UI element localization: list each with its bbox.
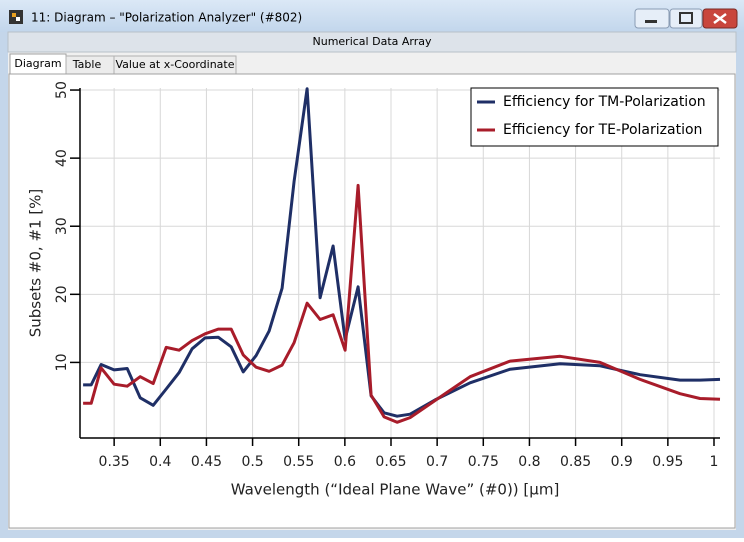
close-icon <box>713 13 727 24</box>
legend-box <box>470 87 719 147</box>
y-tick-label: 40 <box>54 149 70 167</box>
x-tick-label: 0.8 <box>518 454 540 470</box>
x-tick-label: 0.45 <box>191 454 222 470</box>
chart: Wavelength (“Ideal Plane Wave” (#0)) [µm… <box>27 81 721 499</box>
x-tick-label: 0.35 <box>99 454 130 470</box>
diagram-panel <box>8 73 736 529</box>
x-tick-label: 0.65 <box>375 454 406 470</box>
tab-label[interactable]: Value at x-Coordinate <box>115 58 234 71</box>
x-tick-label: 0.9 <box>611 454 633 470</box>
y-tick-label: 10 <box>54 354 70 372</box>
title-bar <box>0 0 744 32</box>
y-tick-label: 50 <box>54 81 70 99</box>
x-tick-label: 0.5 <box>241 454 263 470</box>
header-bar <box>7 31 737 53</box>
y-axis-label: Subsets #0, #1 [%] <box>27 189 45 338</box>
x-tick-label: 0.85 <box>560 454 591 470</box>
tab-label[interactable]: Table <box>72 58 102 71</box>
x-tick-label: 0.95 <box>652 454 683 470</box>
window-title: 11: Diagram – "Polarization Analyzer" (#… <box>31 11 302 25</box>
app-icon-part <box>16 17 20 21</box>
series-line <box>83 87 721 418</box>
header-text: Numerical Data Array <box>313 35 432 48</box>
minimize-icon <box>645 20 657 23</box>
x-tick-label: 0.7 <box>426 454 448 470</box>
minimize-button[interactable] <box>634 8 670 29</box>
maximize-button[interactable] <box>669 8 703 29</box>
y-tick-label: 30 <box>54 217 70 235</box>
x-axis-label: Wavelength (“Ideal Plane Wave” (#0)) [µm… <box>231 481 560 499</box>
x-tick-label: 1 <box>710 454 719 470</box>
x-tick-label: 0.55 <box>283 454 314 470</box>
maximize-icon <box>679 12 693 24</box>
x-tick-label: 0.75 <box>468 454 499 470</box>
legend-label: Efficiency for TM-Polarization <box>503 94 706 110</box>
x-tick-label: 0.6 <box>334 454 356 470</box>
legend-label: Efficiency for TE-Polarization <box>503 122 702 138</box>
x-tick-label: 0.4 <box>149 454 171 470</box>
app-icon-part <box>12 13 16 17</box>
tab-label[interactable]: Diagram <box>14 57 61 70</box>
y-tick-label: 20 <box>54 285 70 303</box>
series-line <box>83 183 721 424</box>
